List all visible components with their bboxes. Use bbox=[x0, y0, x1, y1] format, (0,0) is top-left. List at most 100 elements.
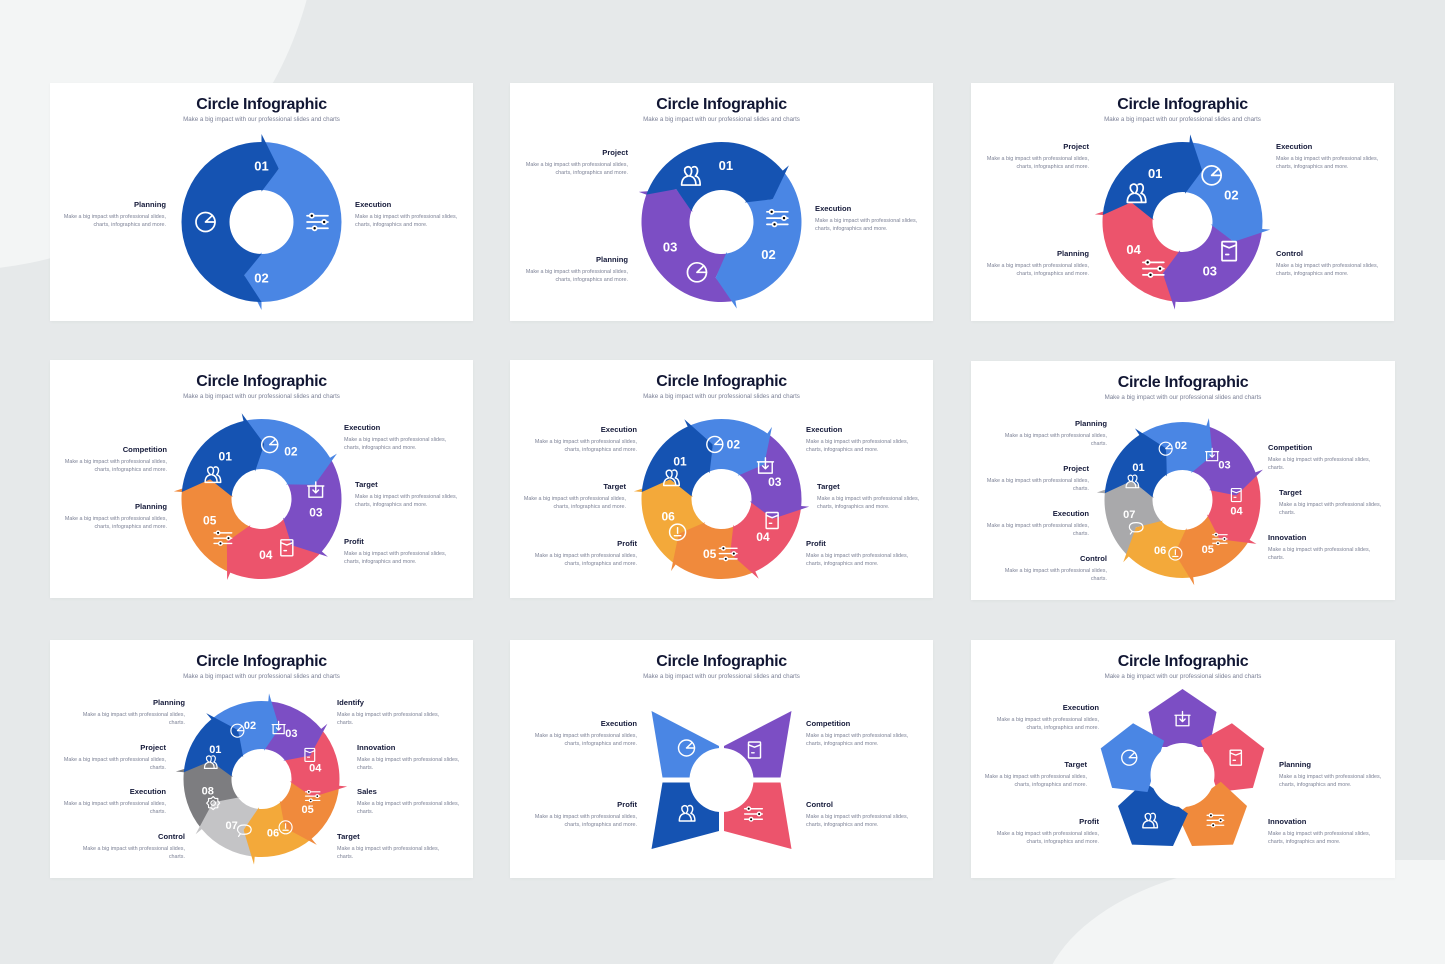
cycle-segment-03[interactable] bbox=[1162, 224, 1263, 310]
cycle-segment-03[interactable] bbox=[638, 189, 736, 302]
cycle-segment-06[interactable] bbox=[633, 479, 705, 565]
label-description: Make a big impact with professional slid… bbox=[1268, 457, 1371, 471]
step-number: 02 bbox=[727, 438, 741, 452]
slide-4-step-cycle[interactable]: Circle Infographic Make a big impact with… bbox=[971, 83, 1394, 321]
cycle-segment-04[interactable] bbox=[730, 501, 802, 579]
slide-title: Circle Infographic bbox=[656, 653, 787, 670]
label-description: Make a big impact with professional slid… bbox=[1279, 502, 1382, 516]
label-title: Sales bbox=[357, 787, 377, 796]
label-description: Make a big impact with professional slid… bbox=[1268, 547, 1371, 561]
cycle-segment-01[interactable] bbox=[641, 419, 713, 497]
step-number: 05 bbox=[302, 804, 314, 816]
cycle-segment-02[interactable] bbox=[1139, 418, 1213, 475]
pentagon-segment-5[interactable] bbox=[1100, 723, 1165, 792]
label-title: Execution bbox=[815, 204, 852, 213]
cycle-segment-04[interactable] bbox=[1206, 472, 1261, 544]
cycle-segment-05[interactable] bbox=[173, 479, 250, 573]
label-description: Make a big impact with professional slid… bbox=[344, 437, 447, 451]
cycle-segment-04[interactable] bbox=[1094, 202, 1180, 302]
document-icon bbox=[1221, 240, 1238, 262]
label-title: Innovation bbox=[1268, 817, 1307, 826]
label-description: Make a big impact with professional slid… bbox=[996, 717, 1099, 731]
pie-chart-icon bbox=[195, 211, 216, 233]
cycle-segment-01[interactable] bbox=[183, 713, 244, 777]
cycle-segment-03[interactable] bbox=[738, 433, 810, 519]
step-number: 04 bbox=[309, 762, 322, 774]
label-title: Control bbox=[1080, 554, 1107, 563]
slide-8-step-cycle[interactable]: Circle Infographic Make a big impact with… bbox=[50, 640, 473, 878]
label-title: Profit bbox=[617, 539, 637, 548]
cycle-segment-04[interactable] bbox=[226, 518, 322, 580]
label-title: Execution bbox=[806, 425, 843, 434]
infographic-diagram: 01 02 03 bbox=[638, 142, 802, 309]
slide-bowtie-4-quadrant[interactable]: Circle Infographic Make a big impact with… bbox=[510, 640, 933, 878]
slide-3-step-cycle[interactable]: Circle Infographic Make a big impact with… bbox=[510, 83, 933, 321]
cycle-segment-05[interactable] bbox=[671, 522, 756, 579]
cycle-segment-02[interactable] bbox=[244, 142, 342, 310]
cycle-segment-07[interactable] bbox=[1096, 480, 1162, 557]
cycle-segment-02[interactable] bbox=[687, 419, 772, 476]
pentagon-segment-2[interactable] bbox=[1200, 723, 1265, 792]
info-label-target: Target Make a big impact with professiona… bbox=[977, 760, 1087, 789]
slide-subtitle: Make a big impact with our professional … bbox=[1104, 673, 1262, 680]
info-label-profit: Profit Make a big impact with professiona… bbox=[344, 537, 454, 566]
cycle-segment-02[interactable] bbox=[211, 693, 280, 757]
step-number: 05 bbox=[1202, 544, 1214, 556]
cycle-segment-01[interactable] bbox=[646, 142, 789, 212]
cycle-segment-08[interactable] bbox=[175, 761, 239, 830]
cycle-segment-05[interactable] bbox=[1174, 515, 1250, 586]
step-number: 02 bbox=[1175, 440, 1187, 452]
cycle-segment-01[interactable] bbox=[181, 413, 265, 497]
cycle-segment-06[interactable] bbox=[1123, 520, 1194, 579]
pentagon-segment-4[interactable] bbox=[1118, 781, 1188, 846]
step-number: 06 bbox=[662, 509, 676, 523]
cycle-segment-05[interactable] bbox=[279, 781, 340, 845]
cycle-segment-01[interactable] bbox=[181, 134, 279, 302]
pentagon-segment-1[interactable] bbox=[1148, 689, 1217, 747]
label-title: Planning bbox=[595, 255, 628, 264]
label-description: Make a big impact with professional slid… bbox=[82, 712, 185, 726]
info-label-planning: Planning Make a big impact with professio… bbox=[56, 200, 166, 229]
cycle-segment-02[interactable] bbox=[243, 418, 337, 485]
label-title: Project bbox=[1063, 464, 1089, 473]
sliders-icon bbox=[1212, 532, 1228, 546]
sliders-icon bbox=[213, 530, 233, 546]
sliders-icon bbox=[718, 545, 738, 562]
sliders-icon bbox=[304, 789, 321, 803]
slide-2-step-cycle[interactable]: Circle Infographic Make a big impact with… bbox=[50, 83, 473, 321]
slide-6-step-cycle[interactable]: Circle Infographic Make a big impact with… bbox=[510, 360, 933, 598]
cycle-segment-02[interactable] bbox=[715, 170, 802, 309]
label-description: Make a big impact with professional slid… bbox=[337, 846, 440, 860]
cycle-segment-03[interactable] bbox=[264, 701, 328, 761]
label-title: Planning bbox=[133, 200, 166, 209]
pentagon-segment-3[interactable] bbox=[1177, 781, 1247, 846]
document-icon bbox=[280, 539, 294, 557]
label-title: Target bbox=[355, 480, 378, 489]
label-description: Make a big impact with professional slid… bbox=[357, 801, 460, 815]
slide-subtitle: Make a big impact with our professional … bbox=[183, 673, 340, 680]
cycle-segment-07[interactable] bbox=[195, 797, 259, 857]
label-title: Planning bbox=[1074, 419, 1107, 428]
slide-subtitle: Make a big impact with our professional … bbox=[1104, 394, 1262, 401]
cycle-segment-01[interactable] bbox=[1104, 428, 1167, 498]
cycle-segment-06[interactable] bbox=[243, 801, 312, 865]
document-icon bbox=[304, 747, 316, 762]
label-title: Project bbox=[1063, 142, 1089, 151]
label-title: Planning bbox=[1056, 249, 1089, 258]
slide-title: Circle Infographic bbox=[1117, 653, 1249, 670]
slide-7-step-cycle[interactable]: Circle Infographic Make a big impact with… bbox=[971, 361, 1395, 600]
info-label-execution: Execution Make a big impact with professi… bbox=[56, 787, 166, 816]
slide-5-step-cycle[interactable]: Circle Infographic Make a big impact with… bbox=[50, 360, 473, 598]
label-description: Make a big impact with professional slid… bbox=[344, 551, 447, 565]
info-label-competition: Competition Make a big impact with profes… bbox=[57, 445, 167, 474]
cycle-segment-03[interactable] bbox=[1191, 425, 1263, 496]
info-label-planning: Planning Make a big impact with professio… bbox=[518, 255, 628, 284]
step-number: 01 bbox=[673, 455, 687, 469]
info-label-execution: Execution Make a big impact with professi… bbox=[806, 425, 916, 454]
users-icon bbox=[204, 466, 222, 484]
slide-pentagon-5-part[interactable]: Circle Infographic Make a big impact with… bbox=[971, 640, 1395, 878]
cycle-segment-03[interactable] bbox=[282, 457, 342, 557]
step-number: 03 bbox=[663, 239, 677, 254]
infographic-diagram: 01 02 03 04 05 06 07 bbox=[1096, 418, 1263, 586]
cycle-segment-04[interactable] bbox=[284, 728, 348, 797]
